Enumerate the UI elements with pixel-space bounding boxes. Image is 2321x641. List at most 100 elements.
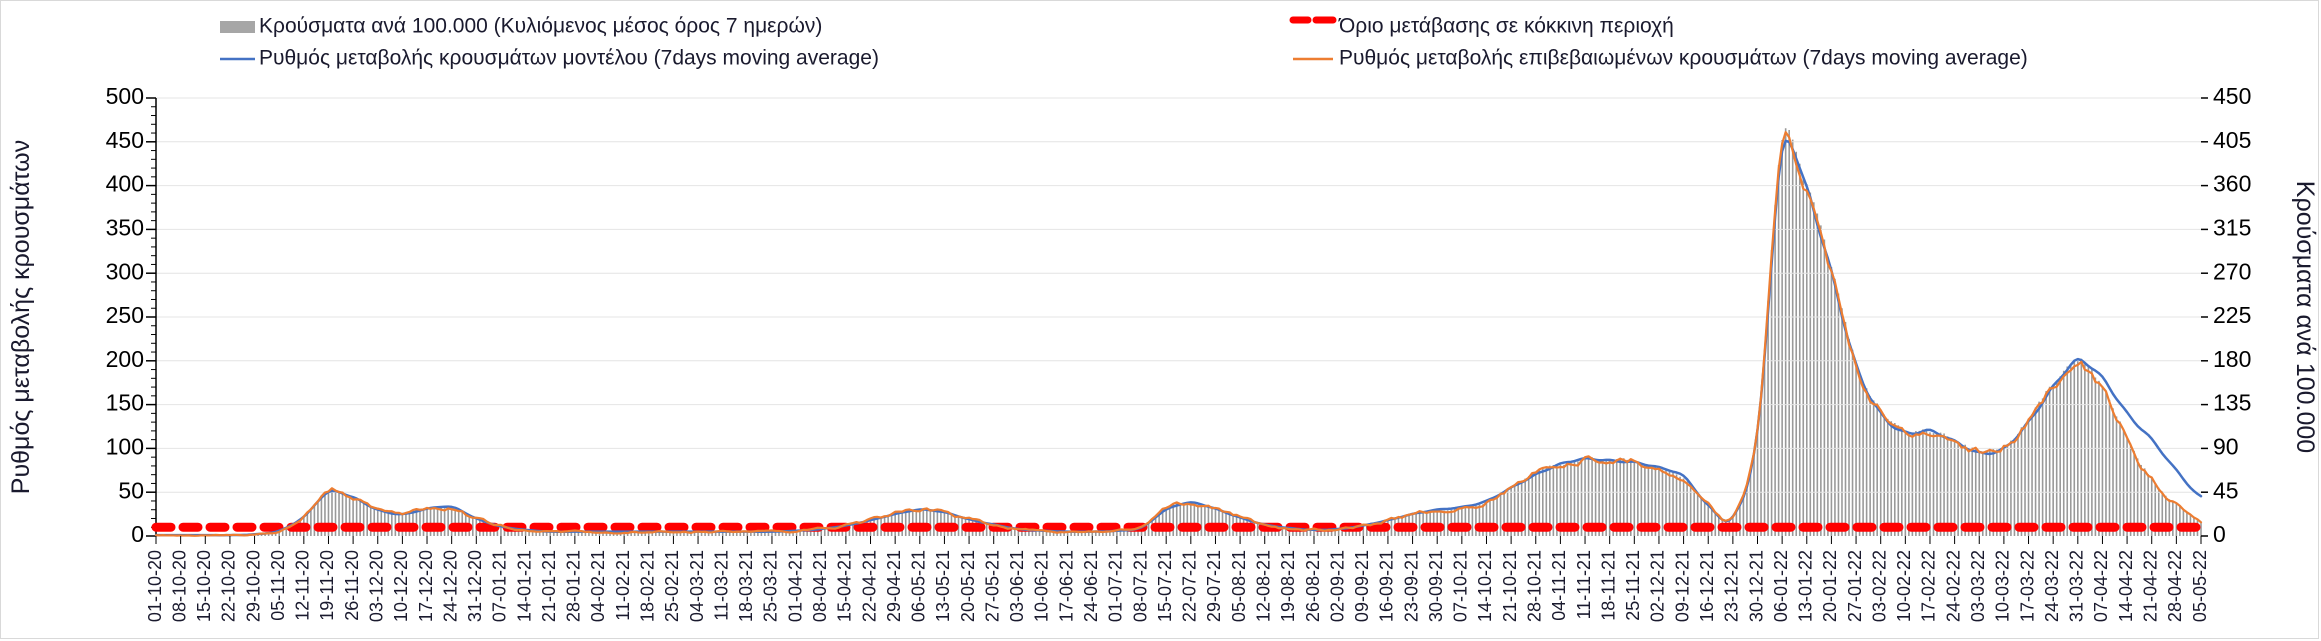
svg-text:14-10-21: 14-10-21 — [1475, 550, 1495, 622]
svg-text:28-10-21: 28-10-21 — [1525, 550, 1545, 622]
svg-text:18-03-21: 18-03-21 — [736, 550, 756, 622]
svg-text:26-11-20: 26-11-20 — [342, 550, 362, 621]
svg-text:10-03-22: 10-03-22 — [1993, 550, 2013, 622]
svg-text:07-04-22: 07-04-22 — [2091, 550, 2111, 622]
svg-text:16-09-21: 16-09-21 — [1377, 550, 1397, 622]
svg-text:14-04-22: 14-04-22 — [2116, 550, 2136, 622]
svg-text:150: 150 — [106, 390, 144, 416]
svg-text:350: 350 — [106, 214, 144, 240]
svg-text:Ρυθμός μεταβολής κρουσμάτων: Ρυθμός μεταβολής κρουσμάτων — [7, 140, 35, 494]
svg-text:04-11-21: 04-11-21 — [1549, 550, 1569, 621]
svg-text:12-08-21: 12-08-21 — [1253, 550, 1273, 622]
svg-text:225: 225 — [2213, 302, 2251, 328]
svg-text:45: 45 — [2213, 477, 2239, 503]
svg-text:24-12-20: 24-12-20 — [440, 550, 460, 622]
svg-text:03-02-22: 03-02-22 — [1869, 550, 1889, 622]
svg-text:135: 135 — [2213, 390, 2251, 416]
svg-text:18-02-21: 18-02-21 — [638, 550, 658, 622]
svg-text:25-03-21: 25-03-21 — [761, 550, 781, 622]
svg-text:06-05-21: 06-05-21 — [909, 550, 929, 622]
svg-text:24-02-22: 24-02-22 — [1943, 550, 1963, 622]
svg-text:31-03-22: 31-03-22 — [2067, 550, 2087, 622]
svg-text:28-01-21: 28-01-21 — [564, 550, 584, 622]
svg-text:07-01-21: 07-01-21 — [490, 550, 510, 622]
svg-text:100: 100 — [106, 433, 144, 459]
svg-text:19-11-20: 19-11-20 — [317, 550, 337, 621]
svg-text:250: 250 — [106, 302, 144, 328]
svg-text:29-04-21: 29-04-21 — [884, 550, 904, 622]
svg-text:02-12-21: 02-12-21 — [1648, 550, 1668, 622]
svg-text:15-04-21: 15-04-21 — [835, 550, 855, 622]
svg-text:09-09-21: 09-09-21 — [1352, 550, 1372, 622]
svg-text:01-04-21: 01-04-21 — [785, 550, 805, 622]
svg-text:30-12-21: 30-12-21 — [1746, 550, 1766, 622]
svg-text:20-01-22: 20-01-22 — [1820, 550, 1840, 622]
svg-text:01-10-20: 01-10-20 — [145, 550, 165, 622]
svg-text:450: 450 — [106, 127, 144, 153]
svg-text:29-10-20: 29-10-20 — [243, 550, 263, 622]
svg-text:09-12-21: 09-12-21 — [1672, 550, 1692, 622]
svg-text:Κρούσματα ανά 100.000 (Κυλιόμε: Κρούσματα ανά 100.000 (Κυλιόμενος μέσος … — [259, 15, 822, 38]
svg-text:50: 50 — [118, 477, 144, 503]
svg-text:13-05-21: 13-05-21 — [933, 550, 953, 622]
svg-text:03-03-22: 03-03-22 — [1968, 550, 1988, 622]
svg-text:27-05-21: 27-05-21 — [982, 550, 1002, 622]
svg-text:Κρούσματα ανά 100.000: Κρούσματα ανά 100.000 — [2291, 181, 2319, 453]
svg-text:31-12-20: 31-12-20 — [465, 550, 485, 622]
svg-text:0: 0 — [131, 521, 144, 547]
svg-text:08-10-20: 08-10-20 — [169, 550, 189, 622]
svg-text:Ρυθμός μεταβολής επιβεβαιωμένω: Ρυθμός μεταβολής επιβεβαιωμένων κρουσμάτ… — [1339, 47, 2028, 70]
svg-text:19-08-21: 19-08-21 — [1278, 550, 1298, 622]
svg-text:22-07-21: 22-07-21 — [1180, 550, 1200, 622]
svg-text:23-12-21: 23-12-21 — [1722, 550, 1742, 622]
svg-text:Ρυθμός μεταβολής κρουσμάτων μο: Ρυθμός μεταβολής κρουσμάτων μοντέλου (7d… — [259, 47, 879, 70]
svg-text:21-10-21: 21-10-21 — [1500, 550, 1520, 622]
svg-text:05-05-22: 05-05-22 — [2190, 550, 2210, 622]
svg-text:10-02-22: 10-02-22 — [1894, 550, 1914, 622]
svg-text:07-10-21: 07-10-21 — [1451, 550, 1471, 622]
svg-text:03-06-21: 03-06-21 — [1007, 550, 1027, 622]
svg-text:08-04-21: 08-04-21 — [810, 550, 830, 622]
svg-text:27-01-22: 27-01-22 — [1845, 550, 1865, 622]
svg-text:450: 450 — [2213, 83, 2251, 109]
svg-text:01-07-21: 01-07-21 — [1106, 550, 1126, 622]
svg-text:10-12-20: 10-12-20 — [391, 550, 411, 622]
svg-text:270: 270 — [2213, 258, 2251, 284]
svg-text:29-07-21: 29-07-21 — [1204, 550, 1224, 622]
svg-text:315: 315 — [2213, 214, 2251, 240]
svg-text:13-01-22: 13-01-22 — [1796, 550, 1816, 622]
svg-text:21-01-21: 21-01-21 — [539, 550, 559, 622]
svg-text:300: 300 — [106, 258, 144, 284]
svg-text:22-10-20: 22-10-20 — [219, 550, 239, 622]
svg-text:25-02-21: 25-02-21 — [662, 550, 682, 622]
svg-text:24-03-22: 24-03-22 — [2042, 550, 2062, 622]
svg-text:17-12-20: 17-12-20 — [416, 550, 436, 622]
svg-text:360: 360 — [2213, 171, 2251, 197]
svg-text:18-11-21: 18-11-21 — [1598, 550, 1618, 621]
svg-text:26-08-21: 26-08-21 — [1303, 550, 1323, 622]
svg-text:15-07-21: 15-07-21 — [1155, 550, 1175, 622]
svg-text:500: 500 — [106, 83, 144, 109]
svg-text:11-03-21: 11-03-21 — [711, 550, 731, 621]
svg-text:17-03-22: 17-03-22 — [2017, 550, 2037, 622]
svg-text:28-04-22: 28-04-22 — [2165, 550, 2185, 622]
svg-text:11-11-21: 11-11-21 — [1574, 550, 1594, 619]
svg-text:05-11-20: 05-11-20 — [268, 550, 288, 621]
svg-text:21-04-22: 21-04-22 — [2140, 550, 2160, 622]
svg-text:90: 90 — [2213, 433, 2239, 459]
svg-text:10-06-21: 10-06-21 — [1032, 550, 1052, 622]
svg-text:05-08-21: 05-08-21 — [1229, 550, 1249, 622]
svg-text:15-10-20: 15-10-20 — [194, 550, 214, 622]
svg-text:17-02-22: 17-02-22 — [1919, 550, 1939, 622]
svg-text:30-09-21: 30-09-21 — [1426, 550, 1446, 622]
svg-text:12-11-20: 12-11-20 — [293, 550, 313, 621]
svg-text:02-09-21: 02-09-21 — [1327, 550, 1347, 622]
svg-text:11-02-21: 11-02-21 — [613, 550, 633, 621]
svg-text:08-07-21: 08-07-21 — [1130, 550, 1150, 622]
svg-text:04-02-21: 04-02-21 — [588, 550, 608, 622]
svg-text:14-01-21: 14-01-21 — [514, 550, 534, 622]
svg-text:25-11-21: 25-11-21 — [1623, 550, 1643, 621]
svg-text:04-03-21: 04-03-21 — [687, 550, 707, 622]
svg-text:405: 405 — [2213, 127, 2251, 153]
svg-text:20-05-21: 20-05-21 — [958, 550, 978, 622]
